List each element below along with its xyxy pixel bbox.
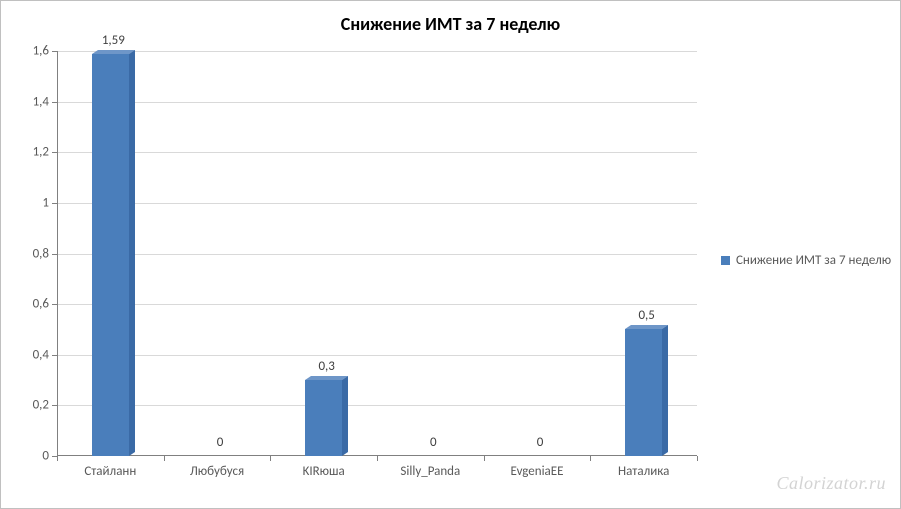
data-label: 0 [537,435,544,450]
y-axis [57,51,58,456]
y-tick-label: 0,2 [33,398,49,413]
x-tick-mark [57,456,58,461]
legend-label: Снижение ИМТ за 7 неделю [736,253,891,268]
y-tick-label: 0,4 [33,347,49,362]
bar-front [625,329,662,456]
bar-front [92,54,129,456]
chart-container: Снижение ИМТ за 7 неделю 0 0,2 0,4 0,6 0,8 1 1… [0,0,901,509]
gridline [57,152,697,153]
data-label: 0,5 [638,308,654,323]
x-tick-label: Silly_Panda [400,464,460,479]
legend-swatch [721,256,730,265]
chart-title: Снижение ИМТ за 7 неделю [1,13,900,35]
y-tick-label: 1,6 [33,44,49,59]
x-tick-label: Наталика [618,464,669,479]
data-label: 0 [430,435,437,450]
gridline [57,254,697,255]
x-tick-mark [377,456,378,461]
plot-area: 00,20,40,60,811,21,41,61,59Стайланн0Любу… [57,51,697,456]
y-tick-label: 0 [42,449,49,464]
data-label: 1,59 [102,33,125,48]
x-tick-mark [484,456,485,461]
data-label: 0,3 [318,359,334,374]
y-tick-label: 1,2 [33,145,49,160]
x-tick-mark [164,456,165,461]
x-tick-mark [270,456,271,461]
bar-front [305,380,342,456]
bar [305,380,342,456]
x-tick-mark [590,456,591,461]
y-tick-label: 1,4 [33,94,49,109]
x-tick-mark [697,456,698,461]
gridline [57,203,697,204]
x-tick-label: Любубуся [190,464,244,479]
gridline [57,102,697,103]
watermark: Calorizator.ru [776,473,886,494]
gridline [57,304,697,305]
gridline [57,51,697,52]
gridline [57,405,697,406]
bar-side-face [342,376,348,456]
y-tick-label: 0,8 [33,246,49,261]
legend: Снижение ИМТ за 7 неделю [721,253,891,268]
bar-side-face [662,325,668,456]
data-label: 0 [217,435,224,450]
gridline [57,355,697,356]
x-tick-label: KIRюша [303,464,345,479]
x-tick-label: Стайланн [84,464,136,479]
y-tick-label: 1 [42,195,49,210]
y-tick-label: 0,6 [33,297,49,312]
bar [92,54,129,456]
x-tick-label: EvgeniaEE [511,464,564,479]
bar [625,329,662,456]
bar-side-face [129,50,135,456]
